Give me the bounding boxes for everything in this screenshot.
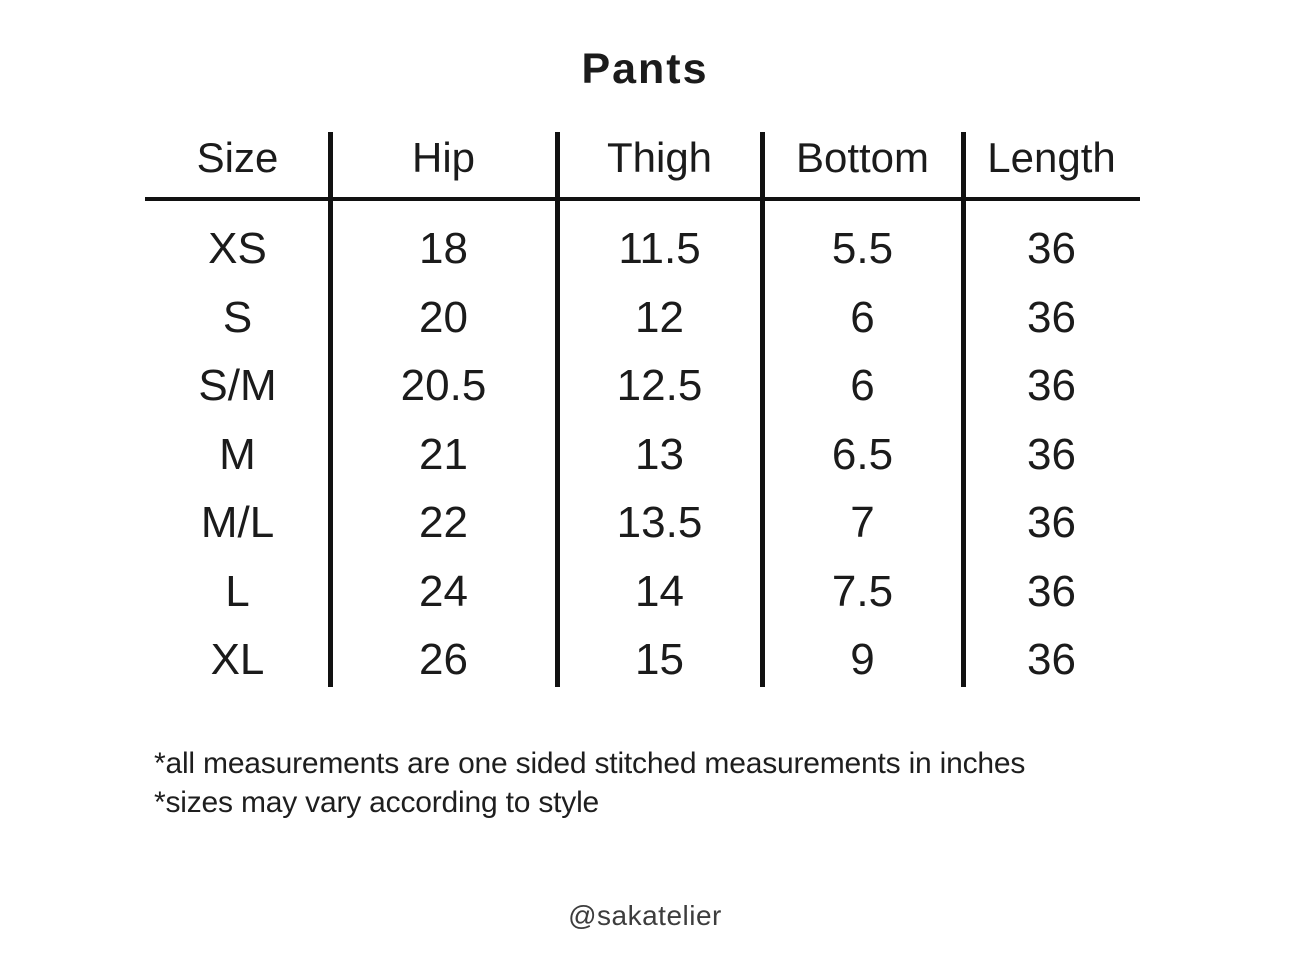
- table-row-s: S 20 12 6 36: [145, 284, 1140, 353]
- bottom-cell: 9: [850, 635, 875, 684]
- credit-handle: @sakatelier: [568, 900, 722, 931]
- table-body: XS 18 11.5 5.5 36 S 20 12 6 36 S/M 20.5 …: [145, 197, 1140, 695]
- table-header-row: Size Hip Thigh Bottom Length: [145, 132, 1140, 197]
- column-divider: [961, 132, 966, 687]
- length-cell: 36: [1027, 635, 1076, 684]
- length-cell: 36: [1027, 224, 1076, 273]
- column-header-length: Length: [987, 134, 1116, 181]
- page-title: Pants: [581, 45, 709, 93]
- column-divider: [555, 132, 560, 687]
- bottom-cell: 6: [850, 292, 875, 342]
- length-cell: 36: [1027, 292, 1076, 342]
- table-row-sm: S/M 20.5 12.5 6 36: [145, 352, 1140, 421]
- table-row-xs: XS 18 11.5 5.5 36: [145, 215, 1140, 284]
- length-cell: 36: [1027, 498, 1076, 547]
- size-cell: S: [222, 292, 253, 342]
- column-header-hip: Hip: [411, 134, 476, 181]
- bottom-cell: 6.5: [831, 429, 894, 479]
- column-header-size: Size: [196, 134, 279, 181]
- thigh-cell: 12.5: [616, 361, 703, 410]
- hip-cell: 24: [419, 566, 468, 616]
- size-cell: XL: [210, 635, 265, 684]
- length-cell: 36: [1027, 361, 1076, 410]
- bottom-cell: 5.5: [831, 224, 894, 273]
- thigh-cell: 11.5: [618, 224, 701, 273]
- hip-cell: 20.5: [400, 361, 487, 410]
- hip-cell: 21: [419, 429, 468, 479]
- size-cell: L: [225, 566, 250, 616]
- size-table: Size Hip Thigh Bottom Length XS 18 11.5 …: [145, 132, 1140, 695]
- length-cell: 36: [1027, 429, 1076, 479]
- bottom-cell: 7: [850, 498, 875, 547]
- table-row-l: L 24 14 7.5 36: [145, 558, 1140, 627]
- hip-cell: 20: [419, 292, 468, 342]
- size-cell: M/L: [200, 498, 275, 547]
- hip-cell: 22: [419, 498, 468, 547]
- column-header-bottom: Bottom: [795, 134, 930, 181]
- size-cell: M: [219, 429, 256, 479]
- column-divider: [760, 132, 765, 687]
- size-cell: S/M: [198, 361, 277, 410]
- bottom-cell: 7.5: [831, 566, 894, 616]
- column-header-thigh: Thigh: [606, 134, 713, 181]
- footnote-measurements: *all measurements are one sided stitched…: [154, 747, 1026, 780]
- footnote-sizes-vary: *sizes may vary according to style: [154, 786, 600, 819]
- footnotes: *all measurements are one sided stitched…: [154, 744, 1025, 822]
- thigh-cell: 13: [635, 429, 684, 479]
- table-row-ml: M/L 22 13.5 7 36: [145, 489, 1140, 558]
- header-rule: [145, 197, 1140, 201]
- size-cell: XS: [208, 224, 267, 273]
- table-row-xl: XL 26 15 9 36: [145, 626, 1140, 695]
- thigh-cell: 13.5: [616, 498, 703, 547]
- hip-cell: 18: [419, 224, 468, 273]
- thigh-cell: 14: [635, 566, 684, 616]
- column-divider: [328, 132, 333, 687]
- table-row-m: M 21 13 6.5 36: [145, 421, 1140, 490]
- thigh-cell: 15: [635, 635, 684, 684]
- length-cell: 36: [1027, 566, 1076, 616]
- bottom-cell: 6: [850, 361, 875, 410]
- hip-cell: 26: [419, 635, 468, 684]
- thigh-cell: 12: [635, 292, 684, 342]
